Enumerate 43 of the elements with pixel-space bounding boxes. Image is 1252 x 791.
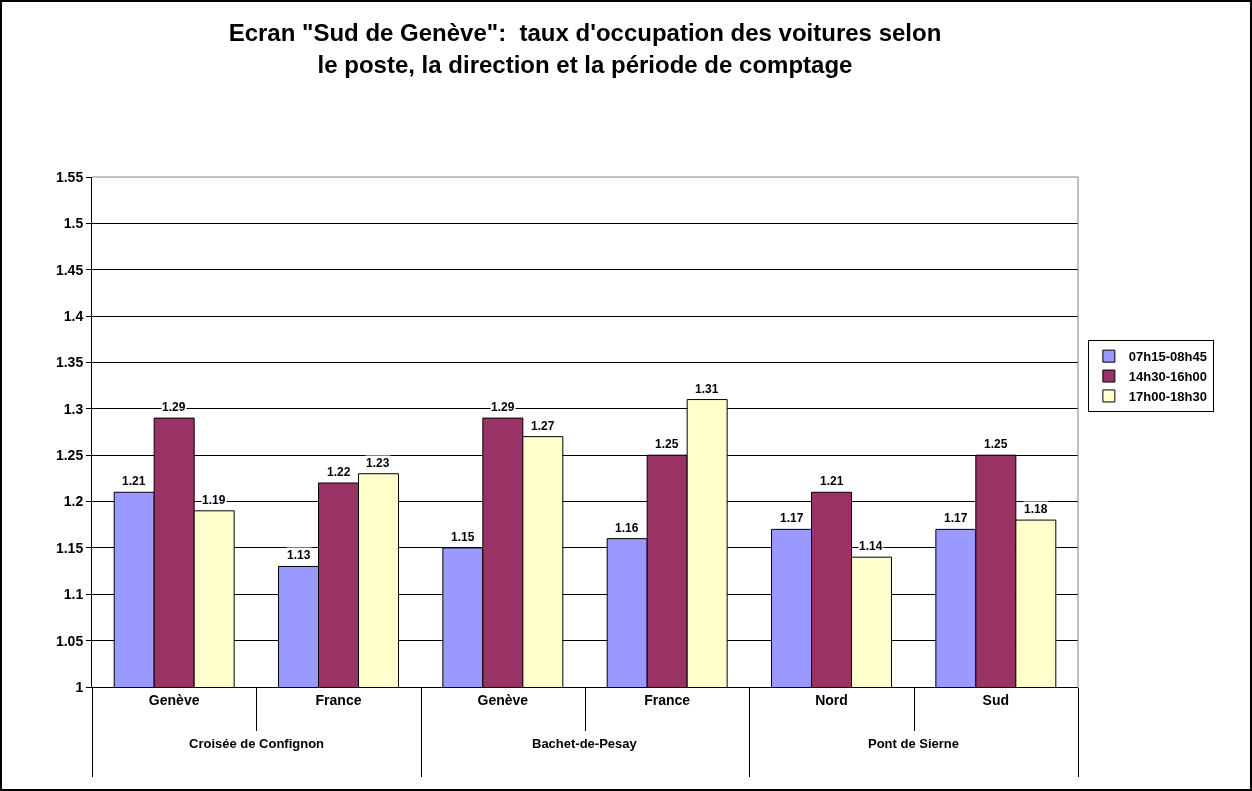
data-label: 1.22	[327, 465, 351, 479]
y-tick-label: 1.5	[63, 215, 84, 232]
data-label: 1.21	[122, 474, 146, 488]
y-tick-label: 1.4	[63, 307, 84, 324]
y-tick-label: 1.15	[55, 539, 84, 556]
data-label: 1.16	[615, 521, 639, 535]
data-label: 1.23	[366, 456, 390, 470]
data-label: 1.19	[202, 493, 226, 507]
y-tick-label: 1	[75, 678, 84, 695]
y-tick-label: 1.2	[63, 493, 84, 510]
data-label: 1.25	[655, 437, 679, 451]
x-tick-label: Genève	[148, 691, 200, 708]
data-label: 1.27	[531, 419, 555, 433]
legend-label: 17h00-18h30	[1128, 389, 1207, 405]
chart-title: Ecran "Sud de Genève": taux d'occupation des voitures selon le poste, la direction et la période de comptage	[228, 19, 942, 78]
data-label: 1.17	[944, 511, 968, 525]
data-label: 1.15	[451, 530, 475, 544]
data-label: 1.29	[491, 400, 515, 414]
x-tick-label: Genève	[477, 691, 529, 708]
x-tick-label: France	[315, 691, 362, 708]
y-tick-label: 1.55	[55, 168, 84, 185]
text: Bachet-de-Pesay	[532, 736, 638, 751]
x-tick-label: Nord	[815, 691, 848, 708]
data-label: 1.31	[695, 382, 719, 396]
y-tick-label: 1.3	[63, 400, 84, 417]
data-label: 1.29	[162, 400, 186, 414]
data-label: 1.25	[984, 437, 1008, 451]
y-tick-label: 1.1	[63, 586, 84, 603]
y-tick-label: 1.25	[55, 447, 84, 464]
text: Pont de Sierne	[868, 736, 960, 751]
y-tick-label: 1.45	[55, 261, 84, 278]
data-label: 1.18	[1024, 502, 1048, 516]
text: Croisée de Confignon	[189, 736, 325, 751]
y-tick-label: 1.35	[55, 354, 84, 371]
legend-label: 07h15-08h45	[1128, 349, 1207, 365]
data-label: 1.13	[287, 548, 311, 562]
y-tick-label: 1.05	[55, 632, 84, 649]
x-tick-label: France	[644, 691, 691, 708]
data-label: 1.17	[780, 511, 804, 525]
data-label: 1.14	[859, 539, 883, 553]
legend-label: 14h30-16h00	[1128, 369, 1207, 385]
data-label: 1.21	[820, 474, 844, 488]
x-tick-label: Sud	[982, 691, 1010, 708]
